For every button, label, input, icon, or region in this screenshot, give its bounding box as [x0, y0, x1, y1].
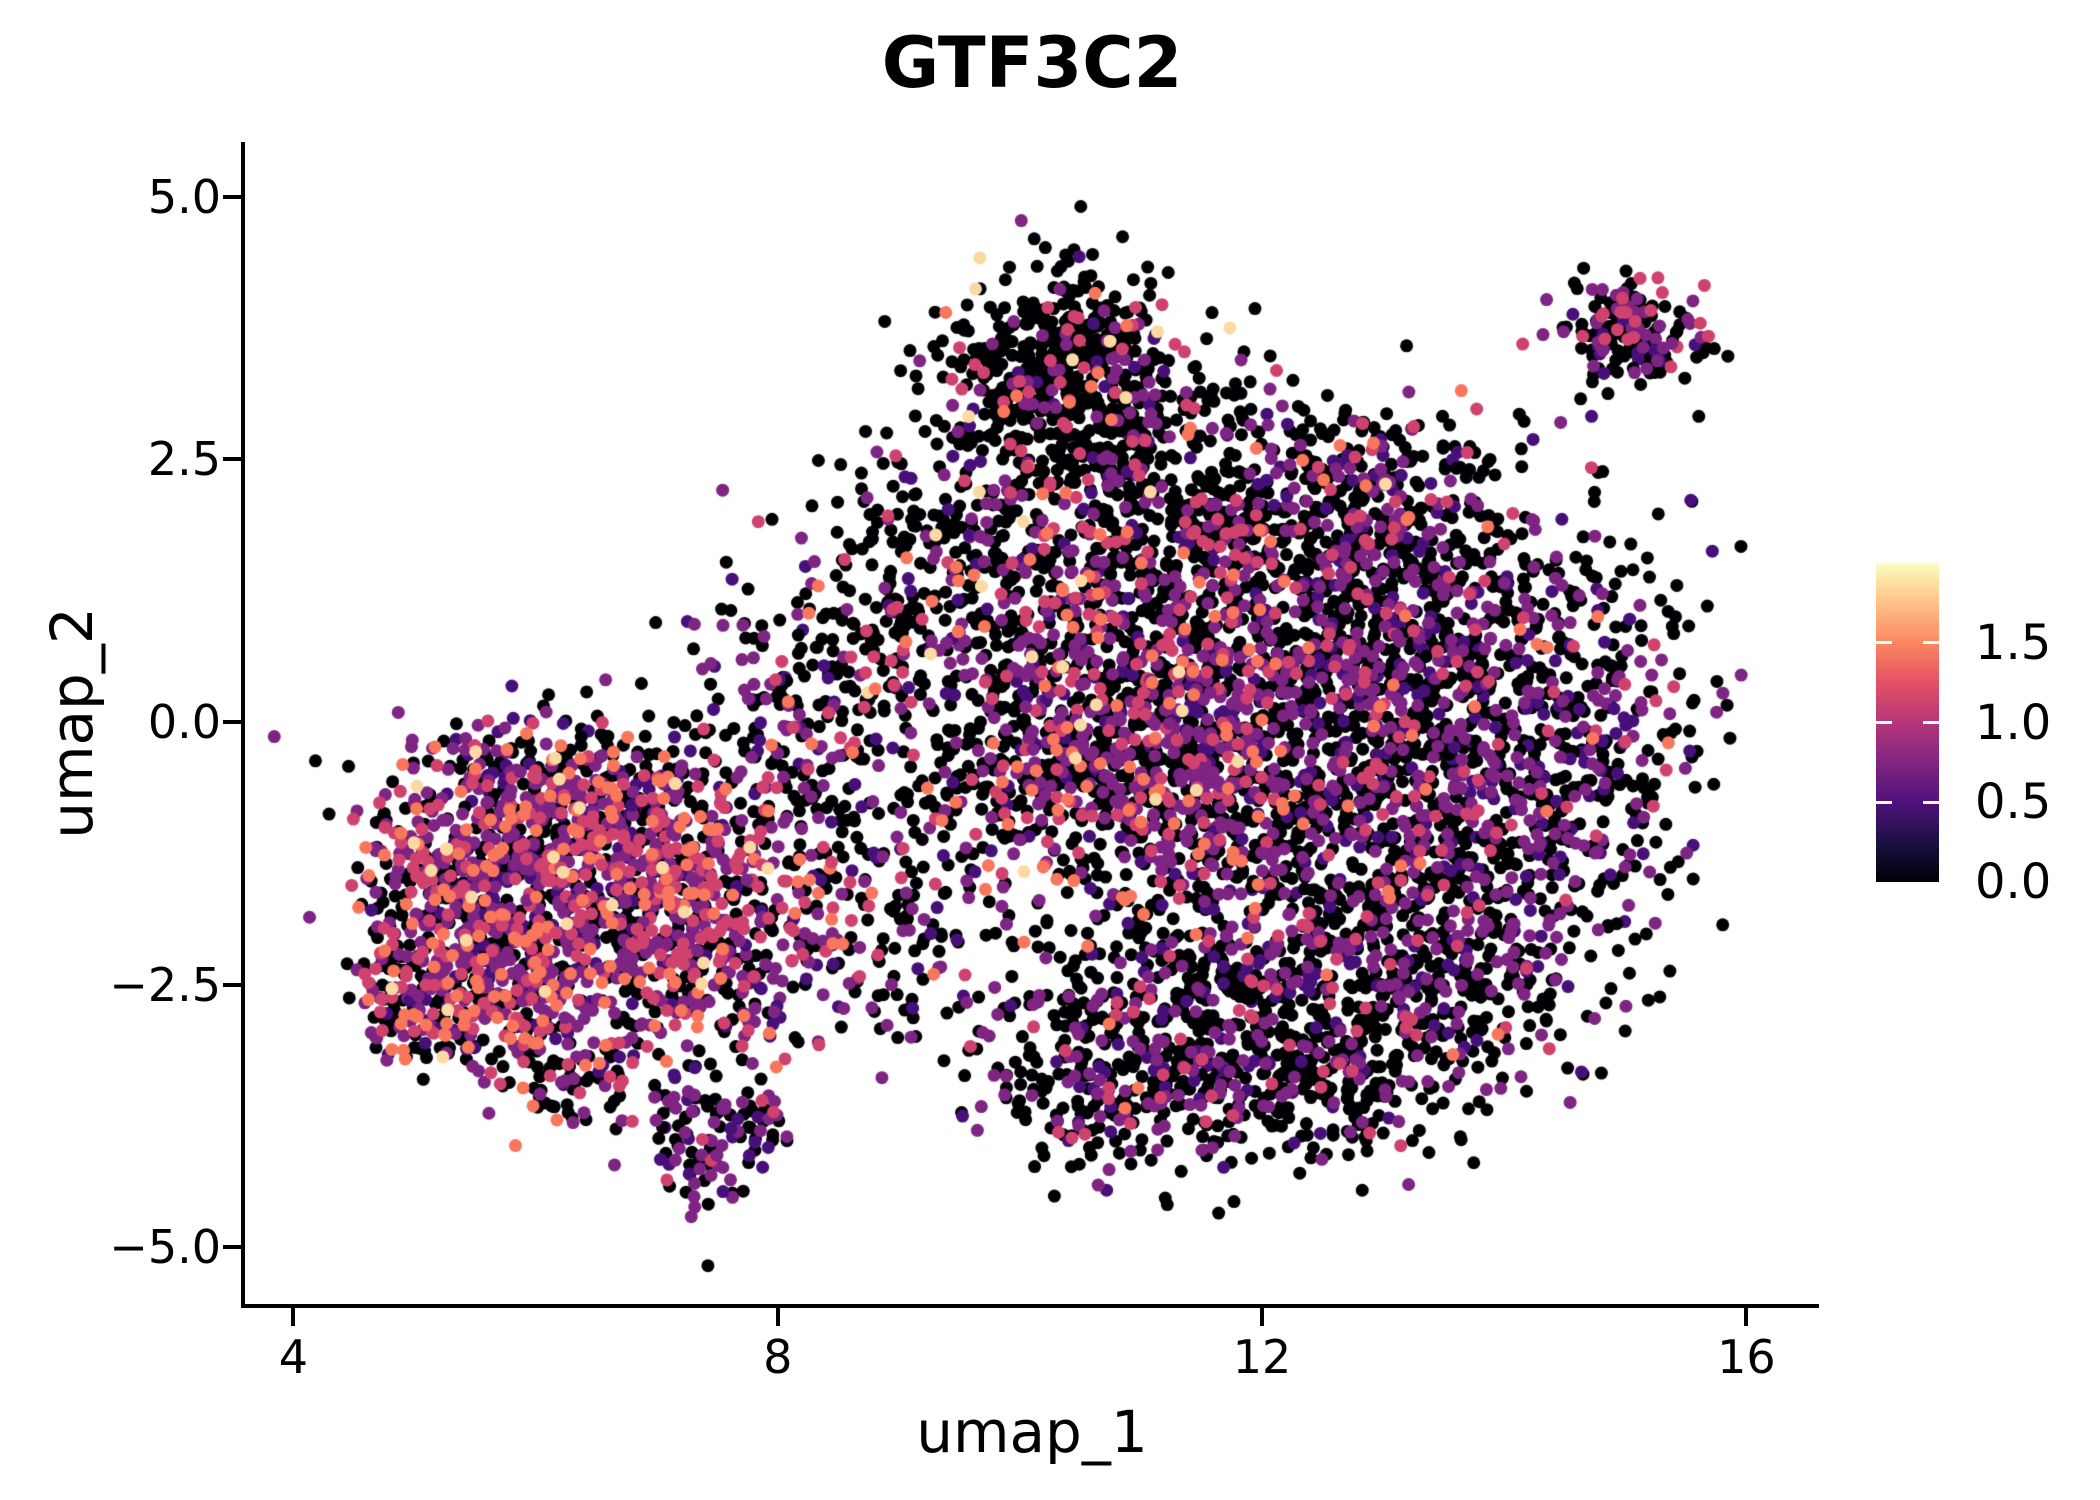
x-axis-label: umap_1 [916, 1398, 1148, 1466]
y-tick-mark [223, 1245, 241, 1250]
x-tick-label: 4 [278, 1330, 309, 1384]
colorbar-tick-mark [1876, 721, 1892, 724]
y-tick-label: −5.0 [109, 1220, 221, 1275]
colorbar-tick-mark [1876, 800, 1892, 804]
scatter-canvas [245, 142, 1819, 1304]
x-tick-mark [775, 1308, 780, 1326]
y-tick-label: 0.0 [147, 694, 221, 749]
y-tick-label: 2.5 [147, 432, 221, 487]
colorbar-tick-label: 0.0 [1975, 854, 2052, 910]
x-tick-mark [291, 1308, 296, 1326]
x-tick-label: 12 [1232, 1330, 1292, 1384]
x-axis-spine [241, 1304, 1819, 1308]
y-tick-mark [223, 719, 241, 724]
colorbar-tick-mark [1923, 800, 1939, 804]
plot-area [245, 142, 1819, 1304]
x-tick-mark [1260, 1308, 1265, 1326]
y-axis-label: umap_2 [38, 607, 106, 839]
x-tick-mark [1744, 1308, 1749, 1326]
colorbar-tick-mark [1923, 641, 1939, 645]
colorbar-tick-mark [1923, 721, 1939, 724]
colorbar-tick-label: 1.0 [1975, 694, 2052, 751]
chart-title: GTF3C2 [881, 22, 1183, 104]
y-tick-mark [223, 982, 241, 987]
y-tick-label: 5.0 [147, 169, 221, 224]
colorbar-tick-label: 0.5 [1975, 774, 2052, 831]
colorbar-tick-mark [1876, 641, 1892, 645]
y-axis-spine [241, 142, 245, 1308]
x-tick-label: 8 [763, 1330, 793, 1384]
x-tick-label: 16 [1717, 1330, 1776, 1384]
y-tick-label: −2.5 [109, 957, 221, 1012]
colorbar-tick-label: 1.5 [1975, 614, 2052, 671]
y-tick-mark [223, 457, 241, 462]
y-tick-mark [223, 194, 241, 199]
